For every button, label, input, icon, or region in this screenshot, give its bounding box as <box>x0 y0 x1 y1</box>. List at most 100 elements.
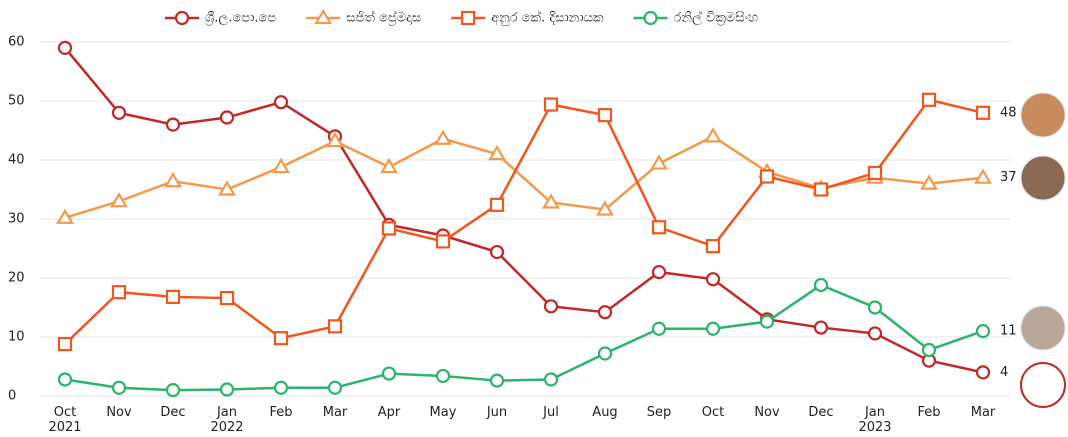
marker <box>167 384 179 396</box>
marker <box>275 332 287 344</box>
marker <box>221 292 233 304</box>
marker <box>869 302 881 314</box>
y-tick-label: 10 <box>8 330 25 345</box>
y-tick-label: 40 <box>8 153 25 168</box>
series <box>59 94 989 350</box>
y-tick-label: 0 <box>8 389 16 404</box>
marker <box>707 323 719 335</box>
x-tick-label: Nov <box>106 405 132 420</box>
x-tick-label: Nov <box>754 405 780 420</box>
marker <box>645 12 657 24</box>
marker <box>923 344 935 356</box>
marker <box>59 42 71 54</box>
chart: 0102030405060Oct2021NovDecJan2022FebMarA… <box>0 0 1068 437</box>
x-tick-label: Apr <box>378 405 401 420</box>
y-tick-label: 30 <box>8 212 25 227</box>
marker <box>113 286 125 298</box>
marker <box>869 327 881 339</box>
photo <box>1021 93 1065 137</box>
y-tick-label: 50 <box>8 94 25 109</box>
marker <box>59 373 71 385</box>
marker <box>436 132 450 144</box>
marker <box>329 320 341 332</box>
marker <box>176 12 188 24</box>
x-tick-label: May <box>430 405 457 420</box>
marker <box>977 366 989 378</box>
marker <box>599 109 611 121</box>
party-logo <box>1021 363 1065 407</box>
legend-label: අනුර කේ. දිසානායක <box>491 9 604 25</box>
marker <box>329 382 341 394</box>
marker <box>545 300 557 312</box>
legend-label: ශ්‍රී.ල.පො.පෙ <box>205 11 276 26</box>
y-tick-label: 20 <box>8 271 25 286</box>
marker <box>383 222 395 234</box>
legend-item: රනිල් වික්‍රමසිංහ <box>634 9 759 25</box>
photo <box>1021 306 1065 350</box>
marker <box>383 368 395 380</box>
marker <box>59 338 71 350</box>
x-tick-label: Jun <box>486 405 507 420</box>
marker <box>652 157 666 169</box>
marker <box>166 174 180 186</box>
x-tick-label: Sep <box>647 405 672 420</box>
end-label: 48 <box>1000 105 1017 120</box>
series-line <box>65 285 983 390</box>
marker <box>761 171 773 183</box>
x-tick-label: Feb <box>917 405 940 420</box>
photo <box>1021 156 1065 200</box>
marker <box>545 99 557 111</box>
series-line <box>65 48 983 373</box>
marker <box>221 112 233 124</box>
legend-item: අනුර කේ. දිසානායක <box>451 9 604 25</box>
marker <box>869 167 881 179</box>
marker <box>599 348 611 360</box>
marker <box>815 322 827 334</box>
x-tick-label: Dec <box>160 405 185 420</box>
marker <box>167 291 179 303</box>
marker <box>815 279 827 291</box>
x-tick-label: Oct <box>702 405 724 420</box>
marker <box>221 384 233 396</box>
end-label: 11 <box>1000 324 1017 339</box>
x-tick-label: Mar <box>971 405 996 420</box>
marker <box>491 199 503 211</box>
x-tick-label: Dec <box>808 405 833 420</box>
end-label: 4 <box>1000 365 1008 380</box>
marker <box>113 107 125 119</box>
marker <box>707 240 719 252</box>
series-line <box>65 100 983 344</box>
marker <box>707 273 719 285</box>
marker <box>706 129 720 141</box>
marker <box>653 323 665 335</box>
end-label: 37 <box>1000 170 1017 185</box>
marker <box>599 306 611 318</box>
series <box>59 42 989 379</box>
x-tick-label: Mar <box>323 405 348 420</box>
marker <box>491 375 503 387</box>
marker <box>462 12 474 24</box>
x-tick-label: Feb <box>269 405 292 420</box>
marker <box>977 107 989 119</box>
x-tick-label: Aug <box>592 405 617 420</box>
marker <box>653 266 665 278</box>
marker <box>491 246 503 258</box>
x-tick-label: Jul <box>542 405 559 420</box>
marker <box>761 316 773 328</box>
marker <box>976 171 990 183</box>
photos <box>1021 93 1065 407</box>
marker <box>653 221 665 233</box>
marker <box>167 119 179 131</box>
marker <box>923 94 935 106</box>
marker <box>275 382 287 394</box>
series <box>58 129 990 222</box>
marker <box>113 382 125 394</box>
marker <box>545 373 557 385</box>
legend-item: සජිත් ප්‍රේමදාස <box>306 9 421 25</box>
marker <box>815 184 827 196</box>
series-line <box>65 136 983 217</box>
marker <box>275 96 287 108</box>
